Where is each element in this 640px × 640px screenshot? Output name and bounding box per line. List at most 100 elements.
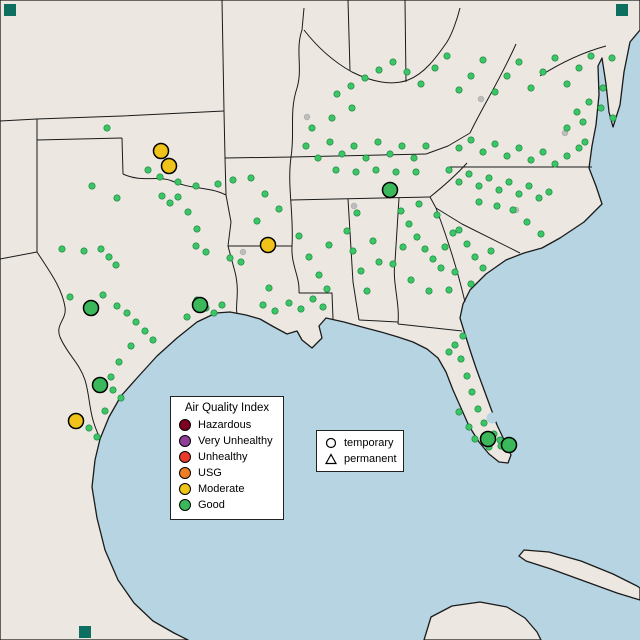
station-good-marker (369, 237, 377, 245)
station-good-marker (295, 232, 303, 240)
legend-item-unhealthy: Unhealthy (179, 449, 275, 465)
state-borders (0, 0, 607, 439)
station-good-marker (97, 245, 105, 253)
station-good-marker (475, 198, 483, 206)
station-good-marker (259, 301, 267, 309)
station-good-marker (93, 433, 101, 441)
station-good-marker (495, 186, 503, 194)
station-good-marker (475, 182, 483, 190)
station-good-marker (407, 276, 415, 284)
station-good-marker (174, 193, 182, 201)
station-good-marker (417, 80, 425, 88)
station-good-marker (123, 309, 131, 317)
station-good-marker (328, 114, 336, 122)
station-moderate-large-marker (259, 236, 277, 254)
station-good-marker (218, 301, 226, 309)
station-good-marker (468, 388, 476, 396)
station-good-marker (433, 211, 441, 219)
state-border-line (225, 194, 238, 315)
legend-item-moderate: Moderate (179, 481, 275, 497)
station-good-marker (375, 66, 383, 74)
station-good-marker (455, 86, 463, 94)
legend-item-label: permanent (344, 453, 397, 465)
temporary-circle-icon (325, 437, 337, 449)
station-good-marker (237, 258, 245, 266)
permanent-triangle-icon (325, 453, 337, 465)
station-good-marker (465, 423, 473, 431)
station-good-marker (463, 240, 471, 248)
state-border-line (36, 251, 101, 439)
station-good-marker (338, 150, 346, 158)
station-missing-marker (239, 248, 247, 256)
station-good-marker (305, 253, 313, 261)
station-good-marker (480, 419, 488, 427)
station-good-marker (285, 299, 293, 307)
station-good-large-marker (82, 299, 100, 317)
station-good-marker (608, 54, 616, 62)
station-good-marker (467, 280, 475, 288)
station-good-marker (515, 190, 523, 198)
station-good-marker (581, 138, 589, 146)
state-border-line (299, 292, 334, 320)
station-good-marker (302, 142, 310, 150)
station-good-marker (399, 243, 407, 251)
state-border-line (425, 132, 471, 155)
station-good-marker (491, 140, 499, 148)
very-unhealthy-swatch-icon (179, 435, 191, 447)
station-good-marker (361, 74, 369, 82)
station-good-marker (332, 166, 340, 174)
station-moderate-large-marker (160, 157, 178, 175)
station-good-marker (392, 168, 400, 176)
station-good-marker (539, 148, 547, 156)
station-good-marker (184, 208, 192, 216)
station-good-marker (467, 136, 475, 144)
aqi-legend: Air Quality Index Hazardous Very Unhealt… (170, 396, 284, 520)
state-border-line (296, 7, 305, 89)
station-good-marker (357, 267, 365, 275)
station-good-marker (563, 124, 571, 132)
station-good-marker (437, 264, 445, 272)
station-good-marker (585, 98, 593, 106)
station-good-marker (459, 332, 467, 340)
station-good-marker (422, 142, 430, 150)
good-stations-layer (58, 52, 617, 451)
station-good-marker (210, 309, 218, 317)
station-good-marker (202, 248, 210, 256)
station-good-marker (505, 178, 513, 186)
station-good-marker (463, 372, 471, 380)
station-good-marker (503, 152, 511, 160)
legend-item-hazardous: Hazardous (179, 417, 275, 433)
station-good-marker (66, 293, 74, 301)
station-good-marker (109, 386, 117, 394)
station-good-marker (105, 253, 113, 261)
station-good-marker (113, 302, 121, 310)
station-good-marker (509, 206, 517, 214)
state-border-line (221, 0, 225, 112)
station-good-marker (405, 220, 413, 228)
station-good-marker (297, 305, 305, 313)
station-good-marker (413, 233, 421, 241)
station-good-marker (389, 58, 397, 66)
state-border-line (397, 323, 463, 332)
station-good-marker (537, 230, 545, 238)
station-good-marker (575, 144, 583, 152)
station-good-marker (587, 52, 595, 60)
station-good-marker (192, 242, 200, 250)
station-good-marker (363, 287, 371, 295)
station-good-marker (192, 182, 200, 190)
station-good-marker (174, 178, 182, 186)
station-good-marker (425, 287, 433, 295)
legend-item-label: temporary (344, 437, 394, 449)
cuba-landmass (518, 549, 640, 601)
station-good-marker (467, 72, 475, 80)
yucatan-landmass (423, 601, 542, 640)
station-good-marker (362, 154, 370, 162)
station-good-marker (271, 307, 279, 315)
unhealthy-swatch-icon (179, 451, 191, 463)
legend-item-label: USG (198, 467, 222, 479)
station-good-marker (226, 254, 234, 262)
station-good-marker (429, 255, 437, 263)
station-good-marker (609, 114, 617, 122)
lake-okeechobee (486, 412, 498, 424)
